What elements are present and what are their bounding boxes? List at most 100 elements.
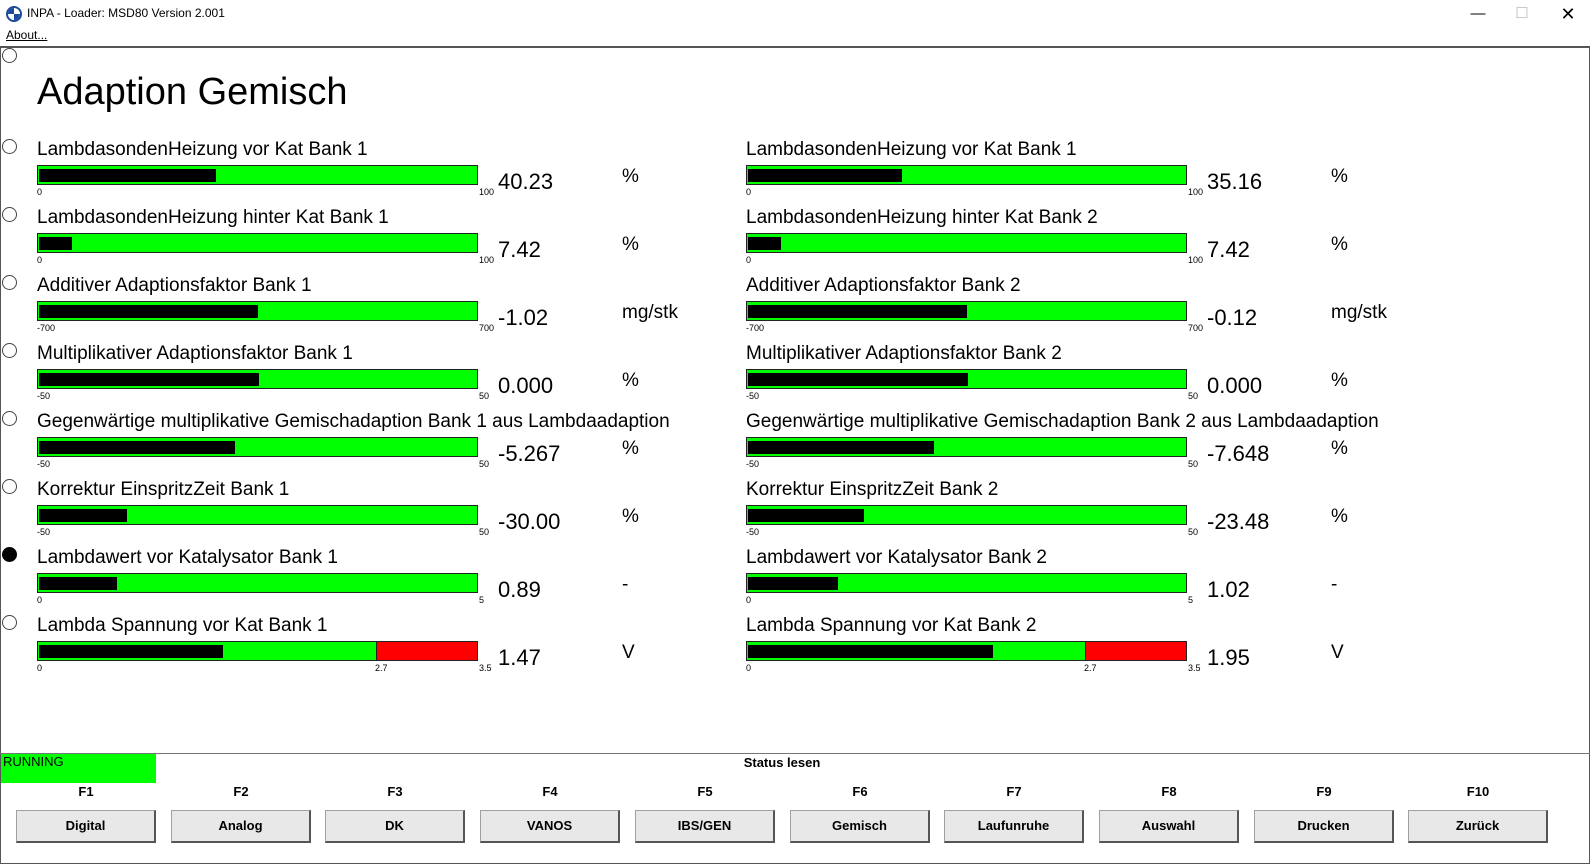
scale-max-label: 700 bbox=[1188, 323, 1204, 333]
scale-min-label: 0 bbox=[37, 255, 43, 265]
scale-min-label: 0 bbox=[746, 595, 752, 605]
measurement-unit: V bbox=[1331, 642, 1344, 663]
measurement-label: Korrektur EinspritzZeit Bank 1 bbox=[37, 479, 290, 500]
measurement-bar bbox=[37, 369, 478, 389]
measurement-unit: mg/stk bbox=[1331, 302, 1387, 323]
scale-max-label: 50 bbox=[479, 459, 490, 469]
minimize-button[interactable]: — bbox=[1470, 5, 1486, 22]
measurement-label: Gegenwärtige multiplikative Gemischadapt… bbox=[746, 411, 1379, 432]
row-select-radio[interactable] bbox=[2, 343, 17, 358]
scale-max-label: 3.5 bbox=[1188, 663, 1201, 673]
scale-max-label: 50 bbox=[1188, 459, 1199, 469]
measurement-bar bbox=[37, 437, 478, 457]
measurement-right: Lambdawert vor Katalysator Bank 2 0 5 1.02 - bbox=[746, 547, 1446, 615]
function-button-f5[interactable]: IBS/GEN bbox=[635, 810, 775, 843]
measurement-bar-fill bbox=[748, 237, 781, 250]
measurement-value: -1.02 bbox=[498, 305, 549, 330]
scale-min-label: -50 bbox=[746, 527, 760, 537]
measurement-left: Multiplikativer Adaptionsfaktor Bank 1 -5… bbox=[37, 343, 737, 411]
measurement-value: 0.89 bbox=[498, 577, 541, 602]
function-button-f2[interactable]: Analog bbox=[171, 810, 311, 843]
measurement-right: Korrektur EinspritzZeit Bank 2 -50 50 -23.4… bbox=[746, 479, 1446, 547]
scale-min-label: -50 bbox=[37, 391, 51, 401]
scale-min-label: 0 bbox=[746, 255, 752, 265]
measurement-unit: % bbox=[1331, 234, 1348, 255]
measurement-bar-fill bbox=[748, 441, 934, 454]
window-title: INPA - Loader: MSD80 Version 2.001 bbox=[27, 6, 225, 20]
scale-min-label: 0 bbox=[37, 187, 43, 197]
function-button-f7[interactable]: Laufunruhe bbox=[944, 810, 1084, 843]
measurement-value: 7.42 bbox=[498, 237, 541, 262]
measurement-value: 0.000 bbox=[1207, 373, 1263, 398]
status-title: Status lesen bbox=[743, 755, 821, 770]
function-button-f8[interactable]: Auswahl bbox=[1099, 810, 1239, 843]
scale-min-label: 0 bbox=[746, 663, 752, 673]
scale-max-label: 50 bbox=[479, 527, 490, 537]
measurement-bar bbox=[37, 233, 478, 253]
measurement-unit: % bbox=[622, 506, 639, 527]
function-key-label: F5 bbox=[697, 784, 713, 799]
measurement-bar-fill bbox=[39, 169, 216, 182]
close-button[interactable]: ✕ bbox=[1560, 4, 1576, 24]
function-button-f1[interactable]: Digital bbox=[16, 810, 156, 843]
scale-max-label: 100 bbox=[1188, 255, 1204, 265]
measurement-value: -5.267 bbox=[498, 441, 561, 466]
row-select-radio[interactable] bbox=[2, 479, 17, 494]
measurement-value: -30.00 bbox=[498, 509, 561, 534]
scale-threshold-label: 2.7 bbox=[1084, 663, 1097, 673]
menu-about[interactable]: About... bbox=[6, 28, 48, 42]
measurement-unit: - bbox=[622, 574, 629, 595]
measurement-bar-fill bbox=[39, 645, 223, 658]
measurement-bar-fill bbox=[39, 237, 72, 250]
row-select-radio[interactable] bbox=[2, 615, 17, 630]
row-select-radio[interactable] bbox=[2, 139, 17, 154]
measurement-value: -23.48 bbox=[1207, 509, 1270, 534]
scale-max-label: 700 bbox=[479, 323, 495, 333]
row-select-radio[interactable] bbox=[2, 547, 17, 562]
scale-min-label: -700 bbox=[37, 323, 56, 333]
measurement-bar bbox=[37, 505, 478, 525]
measurement-bar-fill bbox=[748, 373, 968, 386]
function-button-f9[interactable]: Drucken bbox=[1254, 810, 1394, 843]
function-button-f3[interactable]: DK bbox=[325, 810, 465, 843]
measurement-unit: V bbox=[622, 642, 635, 663]
maximize-button[interactable]: ☐ bbox=[1515, 5, 1529, 22]
measurement-label: Additiver Adaptionsfaktor Bank 1 bbox=[37, 275, 312, 296]
function-button-f10[interactable]: Zurück bbox=[1408, 810, 1548, 843]
row-select-radio[interactable] bbox=[2, 411, 17, 426]
radio-button-title[interactable] bbox=[2, 48, 17, 63]
scale-max-label: 100 bbox=[479, 187, 495, 197]
scale-max-label: 50 bbox=[1188, 391, 1199, 401]
measurement-label: Lambdawert vor Katalysator Bank 1 bbox=[37, 547, 338, 568]
row-select-radio[interactable] bbox=[2, 275, 17, 290]
measurement-bar-fill bbox=[748, 577, 838, 590]
scale-max-label: 50 bbox=[1188, 527, 1199, 537]
warning-zone bbox=[1085, 642, 1186, 660]
measurement-bar bbox=[746, 369, 1187, 389]
measurement-left: Korrektur EinspritzZeit Bank 1 -50 50 -30.0… bbox=[37, 479, 737, 547]
measurement-value: -0.12 bbox=[1207, 305, 1258, 330]
scale-min-label: 0 bbox=[37, 595, 43, 605]
measurement-unit: mg/stk bbox=[622, 302, 678, 323]
measurement-bar-fill bbox=[748, 305, 967, 318]
measurement-bar-fill bbox=[748, 509, 864, 522]
scale-min-label: -50 bbox=[37, 527, 51, 537]
measurement-bar bbox=[37, 573, 478, 593]
measurement-value: 1.95 bbox=[1207, 645, 1250, 670]
measurement-label: Gegenwärtige multiplikative Gemischadapt… bbox=[37, 411, 670, 432]
function-key-label: F7 bbox=[1006, 784, 1022, 799]
row-select-radio[interactable] bbox=[2, 207, 17, 222]
measurement-bar bbox=[746, 573, 1187, 593]
measurement-right: Lambda Spannung vor Kat Bank 2 0 2.7 3.5 1.9… bbox=[746, 615, 1446, 683]
scale-max-label: 5 bbox=[479, 595, 485, 605]
measurement-value: 40.23 bbox=[498, 169, 554, 194]
measurement-bar bbox=[37, 641, 478, 661]
measurement-bar bbox=[746, 301, 1187, 321]
measurement-label: Multiplikativer Adaptionsfaktor Bank 1 bbox=[37, 343, 353, 364]
status-divider bbox=[0, 753, 1590, 754]
measurement-left: Lambdawert vor Katalysator Bank 1 0 5 0.89 - bbox=[37, 547, 737, 615]
function-key-label: F2 bbox=[233, 784, 249, 799]
function-button-f6[interactable]: Gemisch bbox=[790, 810, 930, 843]
function-button-f4[interactable]: VANOS bbox=[480, 810, 620, 843]
bmw-logo-icon bbox=[6, 6, 22, 22]
